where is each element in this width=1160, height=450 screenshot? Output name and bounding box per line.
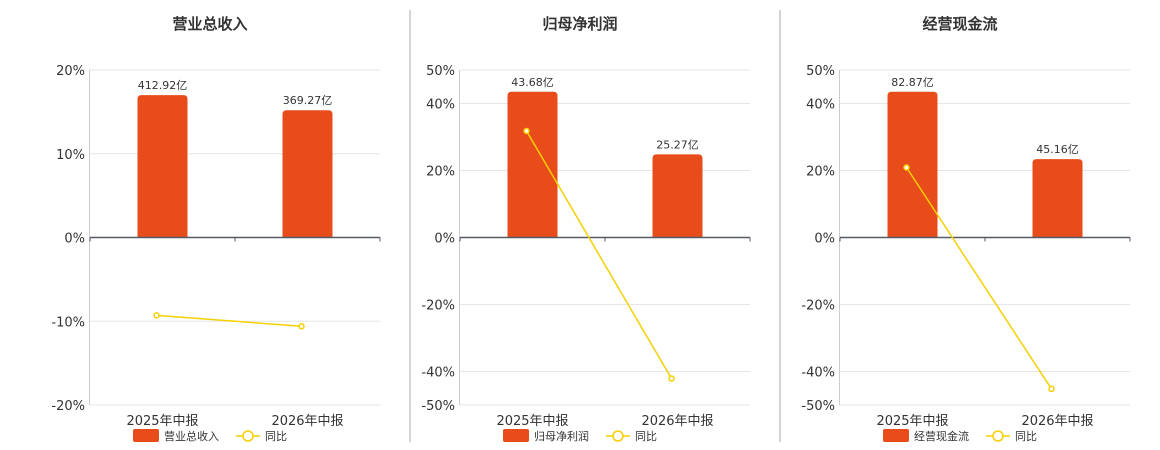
legend-line-label: 同比 (265, 430, 287, 443)
bar-value-label: 412.92亿 (138, 79, 188, 92)
y-tick-label: -20% (801, 299, 835, 314)
bar (887, 91, 938, 238)
legend-line-marker (242, 430, 254, 442)
y-tick-label: 0% (64, 232, 85, 247)
legend-bar-label: 归母净利润 (534, 429, 589, 443)
y-tick-label: -10% (51, 315, 85, 330)
legend-line-label: 同比 (635, 430, 657, 443)
y-tick-label: 50% (806, 64, 835, 79)
bar-value-label: 369.27亿 (283, 94, 333, 107)
x-tick-label: 2026年中报 (1021, 414, 1093, 429)
legend-line-label: 同比 (1015, 430, 1037, 443)
legend-line-marker (992, 430, 1004, 442)
y-tick-label: 50% (426, 64, 455, 79)
yoy-line (905, 167, 1053, 390)
chart-title: 归母净利润 (542, 15, 617, 33)
legend-bar-swatch (503, 429, 529, 442)
x-tick-label: 2025年中报 (876, 414, 948, 429)
yoy-line (156, 314, 302, 328)
bar-value-label: 45.16亿 (1036, 143, 1079, 156)
y-tick-label: -50% (421, 399, 455, 414)
yoy-point (1048, 385, 1055, 393)
y-tick-label: -20% (421, 299, 455, 314)
bar-value-label: 82.87亿 (891, 76, 934, 89)
yoy-point (903, 164, 910, 171)
bar-value-label: 25.27亿 (656, 138, 699, 151)
y-tick-label: -40% (421, 366, 455, 381)
bar (282, 110, 333, 238)
y-tick-label: -20% (51, 399, 85, 414)
yoy-point (523, 127, 530, 135)
chart-title: 营业总收入 (172, 15, 247, 33)
y-tick-label: 20% (426, 165, 455, 180)
legend-bar-swatch (883, 429, 909, 442)
x-tick-label: 2025年中报 (496, 414, 568, 429)
y-tick-label: 0% (814, 232, 835, 247)
y-tick-label: 40% (426, 98, 455, 113)
x-tick-label: 2026年中报 (641, 414, 713, 429)
y-tick-label: 10% (56, 148, 85, 163)
legend-bar-label: 营业总收入 (164, 429, 219, 443)
legend-bar-label: 经营现金流 (914, 429, 969, 443)
yoy-point (668, 375, 675, 382)
y-tick-label: -40% (801, 366, 835, 381)
x-tick-label: 2026年中报 (271, 414, 343, 429)
yoy-point (153, 312, 160, 319)
legend-line-marker (612, 430, 624, 442)
y-tick-label: 20% (56, 64, 85, 79)
bar-value-label: 43.68亿 (511, 76, 554, 89)
y-tick-label: 40% (806, 98, 835, 113)
y-tick-label: -50% (801, 399, 835, 414)
bar (137, 95, 188, 238)
x-tick-label: 2025年中报 (126, 414, 198, 429)
bar (1032, 159, 1083, 238)
y-tick-label: 0% (434, 232, 455, 247)
yoy-point (298, 323, 305, 330)
chart-title: 经营现金流 (922, 15, 997, 33)
y-tick-label: 20% (806, 165, 835, 180)
yoy-line (525, 130, 673, 379)
bar (507, 91, 558, 238)
legend-bar-swatch (133, 429, 159, 442)
bar (652, 154, 703, 238)
